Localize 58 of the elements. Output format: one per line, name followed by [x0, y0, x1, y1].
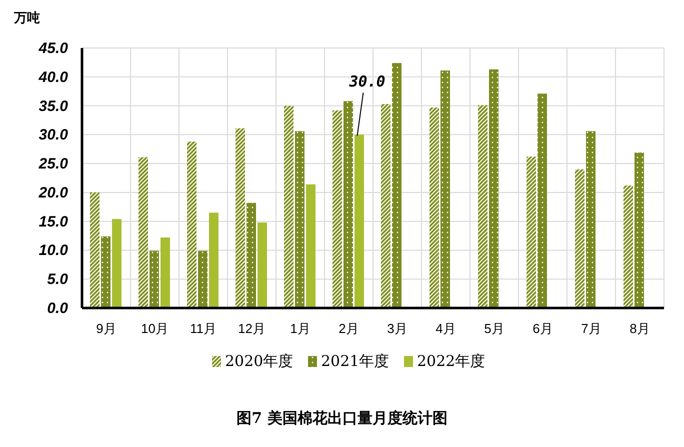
bar: [187, 142, 196, 308]
bar: [634, 152, 644, 308]
y-tick-label: 45.0: [38, 40, 69, 57]
y-tick-label: 10.0: [38, 242, 69, 260]
bar: [306, 184, 316, 308]
x-tick-label: 3月: [387, 321, 408, 336]
x-tick-label: 11月: [190, 321, 216, 336]
x-tick-label: 8月: [630, 321, 650, 336]
bar: [209, 212, 218, 308]
y-tick-label: 0.0: [47, 300, 69, 317]
data-label: 30.0: [348, 72, 386, 91]
y-tick-label: 40.0: [38, 68, 69, 86]
bar: [246, 202, 256, 308]
x-tick-label: 6月: [532, 321, 553, 336]
x-tick-label: 10月: [141, 321, 168, 336]
bar: [440, 70, 450, 308]
bar: [138, 157, 148, 308]
x-tick-label: 1月: [290, 321, 310, 336]
x-tick-label: 2月: [338, 321, 359, 336]
bar: [624, 186, 633, 308]
y-axis-title: 万吨: [13, 10, 40, 25]
bar: [90, 192, 100, 308]
bar: [430, 108, 439, 308]
bar: [489, 69, 498, 308]
x-tick-label: 9月: [96, 321, 116, 336]
legend-label: 2021年度: [321, 352, 390, 370]
bar: [478, 105, 488, 308]
bar: [332, 110, 342, 308]
y-tick-label: 5.0: [47, 271, 69, 288]
bar: [198, 250, 208, 308]
bar: [236, 128, 245, 308]
bar: [295, 131, 304, 308]
bar: [101, 236, 110, 308]
bar: [575, 169, 584, 308]
bar: [344, 101, 353, 308]
text: 图7 美国棉花出口量月度统计图: [236, 409, 448, 427]
y-tick-label: 15.0: [38, 213, 69, 230]
bar: [354, 134, 364, 308]
bar: [538, 94, 547, 308]
bar: [392, 63, 402, 308]
bar: [284, 106, 294, 308]
bar: [586, 131, 596, 308]
x-tick-label: 4月: [436, 321, 456, 336]
x-tick-label: 7月: [581, 321, 602, 336]
bar: [160, 238, 170, 308]
bar: [526, 156, 536, 308]
bar: [258, 222, 267, 308]
y-tick-label: 30.0: [38, 126, 69, 144]
x-tick-label: 5月: [484, 321, 504, 336]
y-tick-label: 20.0: [38, 184, 69, 202]
legend-label: 2020年度: [225, 352, 294, 370]
bar: [150, 250, 159, 308]
legend-label: 2022年度: [417, 352, 486, 370]
bar: [381, 104, 390, 308]
x-tick-label: 12月: [238, 321, 266, 336]
y-tick-label: 25.0: [38, 156, 69, 173]
y-tick-label: 35.0: [38, 98, 69, 115]
bar: [112, 219, 122, 308]
